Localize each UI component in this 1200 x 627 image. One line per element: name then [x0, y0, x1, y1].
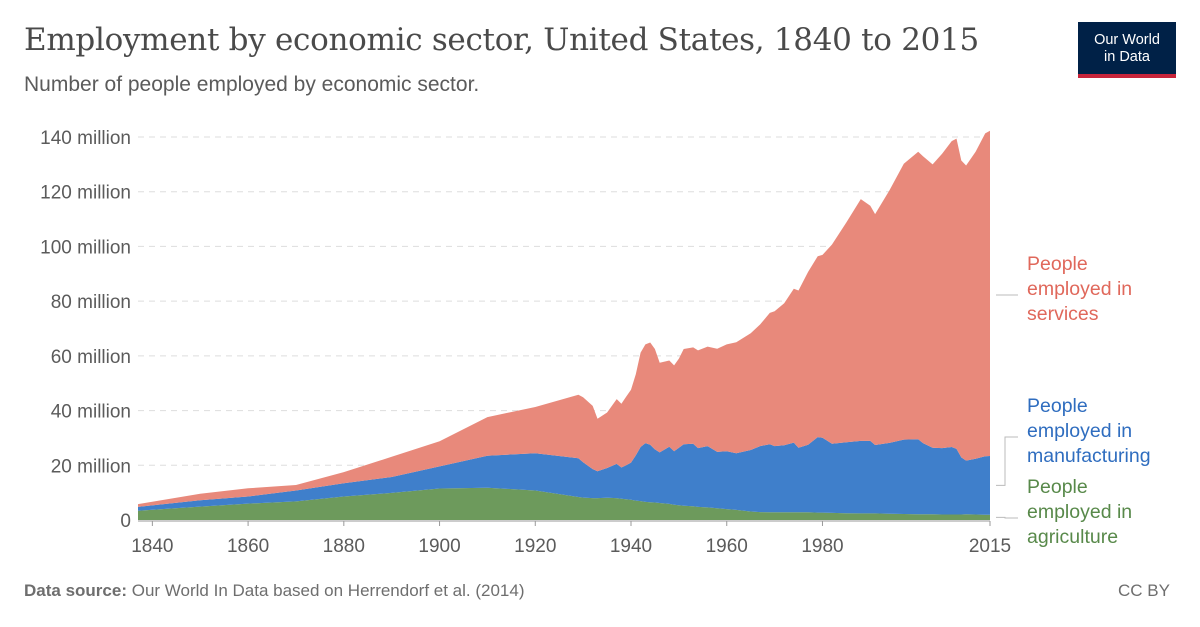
- x-tick-label: 1840: [131, 536, 173, 557]
- owid-logo[interactable]: Our World in Data: [1078, 22, 1176, 78]
- series-label-line: employed in: [1027, 501, 1132, 523]
- series-label-line: manufacturing: [1027, 445, 1151, 467]
- chart-title: Employment by economic sector, United St…: [24, 22, 979, 58]
- area-layer: [138, 130, 990, 520]
- x-tick-label: 1980: [801, 536, 843, 557]
- series-label-line: People: [1027, 395, 1088, 417]
- logo-line-2: in Data: [1104, 49, 1150, 65]
- x-tick-label: 1960: [706, 536, 748, 557]
- series-label-line: People: [1027, 253, 1088, 275]
- source-label: Data source:: [24, 581, 127, 600]
- area-manufacturing[interactable]: [138, 437, 990, 515]
- logo-line-1: Our World: [1094, 32, 1160, 48]
- footer-source: Data source: Our World In Data based on …: [24, 581, 525, 601]
- license-link[interactable]: CC BY: [1118, 581, 1170, 600]
- y-tick-label: 0: [120, 511, 131, 532]
- series-label-line: employed in: [1027, 278, 1132, 300]
- x-tick-label: 1900: [418, 536, 460, 557]
- manufacturing-connector: [996, 436, 1018, 486]
- x-tick-label: 1880: [323, 536, 365, 557]
- label-agriculture: People employed in agriculture: [1027, 476, 1132, 548]
- source-text: Our World In Data based on Herrendorf et…: [131, 581, 525, 600]
- chart-subtitle: Number of people employed by economic se…: [24, 73, 480, 96]
- y-tick-label: 100 million: [40, 237, 131, 258]
- x-tick-label: 1860: [227, 536, 269, 557]
- area-agriculture[interactable]: [138, 487, 990, 520]
- label-services: People employed in services: [1027, 253, 1132, 325]
- y-tick-label: 140 million: [40, 128, 131, 149]
- series-label-line: services: [1027, 303, 1099, 325]
- x-tick-label: 1940: [610, 536, 652, 557]
- x-tick-label: 1920: [514, 536, 556, 557]
- series-label-line: employed in: [1027, 420, 1132, 442]
- y-tick-label: 80 million: [51, 292, 131, 313]
- agriculture-connector: [996, 516, 1018, 519]
- y-tick-label: 60 million: [51, 347, 131, 368]
- y-tick-label: 40 million: [51, 402, 131, 423]
- label-manufacturing: People employed in manufacturing: [1027, 395, 1151, 467]
- y-tick-label: 120 million: [40, 183, 131, 204]
- series-label-layer: People employed in services People employed …: [996, 253, 1151, 548]
- area-services[interactable]: [138, 130, 990, 507]
- y-tick-label: 20 million: [51, 456, 131, 477]
- series-label-line: People: [1027, 476, 1088, 498]
- axis-layer: 0 20 million 40 million 60 million 80 millio…: [40, 128, 1011, 557]
- x-tick-label: 2015: [969, 536, 1011, 557]
- series-label-line: agriculture: [1027, 526, 1118, 548]
